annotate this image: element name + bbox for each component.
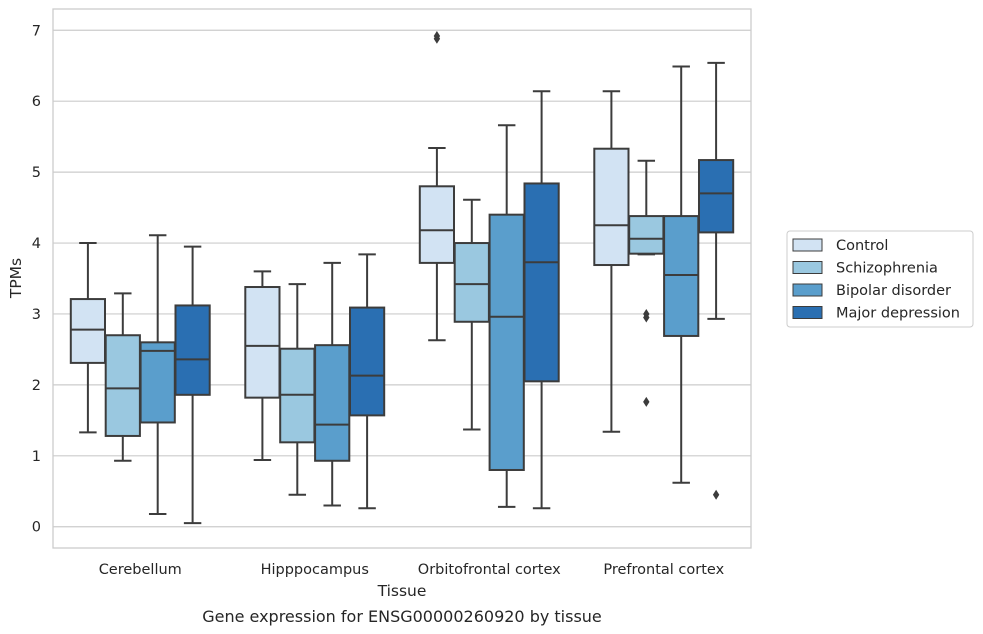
y-tick-label: 6 [32, 94, 41, 110]
y-tick-label: 3 [32, 307, 41, 323]
legend-swatch [792, 261, 823, 274]
legend-swatch [792, 238, 823, 252]
y-axis-label: TPMs [7, 258, 25, 299]
legend-label: Control [836, 238, 888, 254]
y-tick-label: 2 [32, 378, 41, 394]
legend-label: Bipolar disorder [836, 283, 951, 299]
legend-label: Major depression [836, 306, 960, 322]
legend: Control Schizophrenia Bipolar disorder Majo… [786, 230, 974, 328]
box-major-depression [174, 245, 211, 525]
category-group [244, 253, 386, 510]
legend-label: Schizophrenia [836, 261, 938, 277]
box-body [418, 185, 456, 264]
category-group [593, 61, 735, 500]
legend-swatch [792, 283, 823, 297]
box-bipolar-disorder [663, 65, 700, 484]
box-major-depression [348, 253, 386, 510]
x-tick-label: Cerebellum [99, 562, 182, 578]
x-tick-label: Hipppocampus [261, 562, 369, 578]
box-body [69, 298, 107, 364]
x-tick-labels: Cerebellum Hipppocampus Orbitofrontal cort… [99, 562, 725, 578]
y-tick-labels: 0 1 2 3 4 5 6 7 [32, 23, 41, 535]
legend-item: Control [792, 238, 888, 254]
box-body [628, 215, 665, 255]
legend-item: Major depression [792, 306, 960, 322]
box-groups [69, 30, 735, 525]
box-body [593, 147, 630, 267]
box-bipolar-disorder [488, 124, 525, 508]
box-control [244, 270, 281, 462]
box-major-depression [697, 61, 735, 500]
y-tick-label: 5 [32, 165, 41, 181]
y-tick-label: 7 [32, 23, 41, 39]
box-schizophrenia [104, 292, 141, 462]
plot-frame [52, 8, 752, 549]
outlier-point [643, 396, 650, 407]
box-schizophrenia [628, 159, 665, 407]
x-tick-label: Orbitofrontal cortex [418, 562, 561, 578]
box-body [453, 242, 490, 323]
y-tick-label: 1 [32, 449, 41, 465]
box-schizophrenia [453, 198, 490, 431]
box-body [348, 306, 386, 417]
box-control [593, 90, 630, 433]
box-body [697, 159, 735, 234]
box-body [314, 344, 351, 462]
outlier-point [712, 489, 720, 500]
box-bipolar-disorder [314, 261, 351, 507]
category-group [69, 234, 211, 525]
y-tick-label: 0 [32, 520, 41, 536]
box-control [69, 242, 107, 434]
x-tick-label: Prefrontal cortex [603, 562, 724, 578]
legend-frame [786, 230, 974, 328]
box-body [488, 213, 525, 471]
box-major-depression [523, 90, 560, 510]
box-body [139, 341, 176, 424]
y-tick-label: 4 [32, 236, 41, 252]
category-group [418, 30, 560, 510]
legend-item: Bipolar disorder [792, 283, 951, 299]
box-control [418, 30, 456, 342]
box-body [523, 182, 560, 383]
box-body [244, 286, 281, 399]
x-axis-label: Tissue [377, 582, 427, 600]
box-body [174, 304, 211, 396]
figure-caption: Gene expression for ENSG00000260920 by t… [202, 607, 602, 626]
box-schizophrenia [279, 283, 316, 496]
box-body [663, 215, 700, 337]
legend-swatch [792, 306, 823, 319]
outlier-point [433, 30, 441, 41]
outlier-point [643, 312, 650, 323]
box-body [104, 334, 141, 437]
legend-item: Schizophrenia [792, 261, 938, 277]
box-bipolar-disorder [139, 234, 176, 515]
